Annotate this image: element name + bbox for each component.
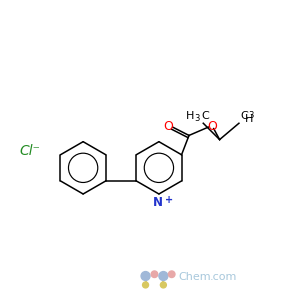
Text: Cl⁻: Cl⁻: [19, 145, 40, 158]
Text: .com: .com: [209, 272, 237, 282]
Text: 3: 3: [248, 111, 254, 120]
Text: H: H: [185, 111, 194, 121]
Text: N: N: [152, 196, 162, 209]
Text: 3: 3: [195, 114, 200, 123]
Text: H: H: [244, 114, 253, 124]
Text: O: O: [164, 120, 173, 133]
Circle shape: [142, 282, 148, 288]
Text: O: O: [208, 120, 218, 133]
Circle shape: [168, 271, 175, 278]
Circle shape: [159, 272, 168, 280]
Text: +: +: [165, 195, 173, 205]
Text: C: C: [201, 110, 208, 121]
Text: Chem: Chem: [178, 272, 211, 282]
Circle shape: [160, 282, 166, 288]
Circle shape: [141, 272, 150, 280]
Text: C: C: [240, 111, 248, 121]
Circle shape: [151, 271, 158, 278]
